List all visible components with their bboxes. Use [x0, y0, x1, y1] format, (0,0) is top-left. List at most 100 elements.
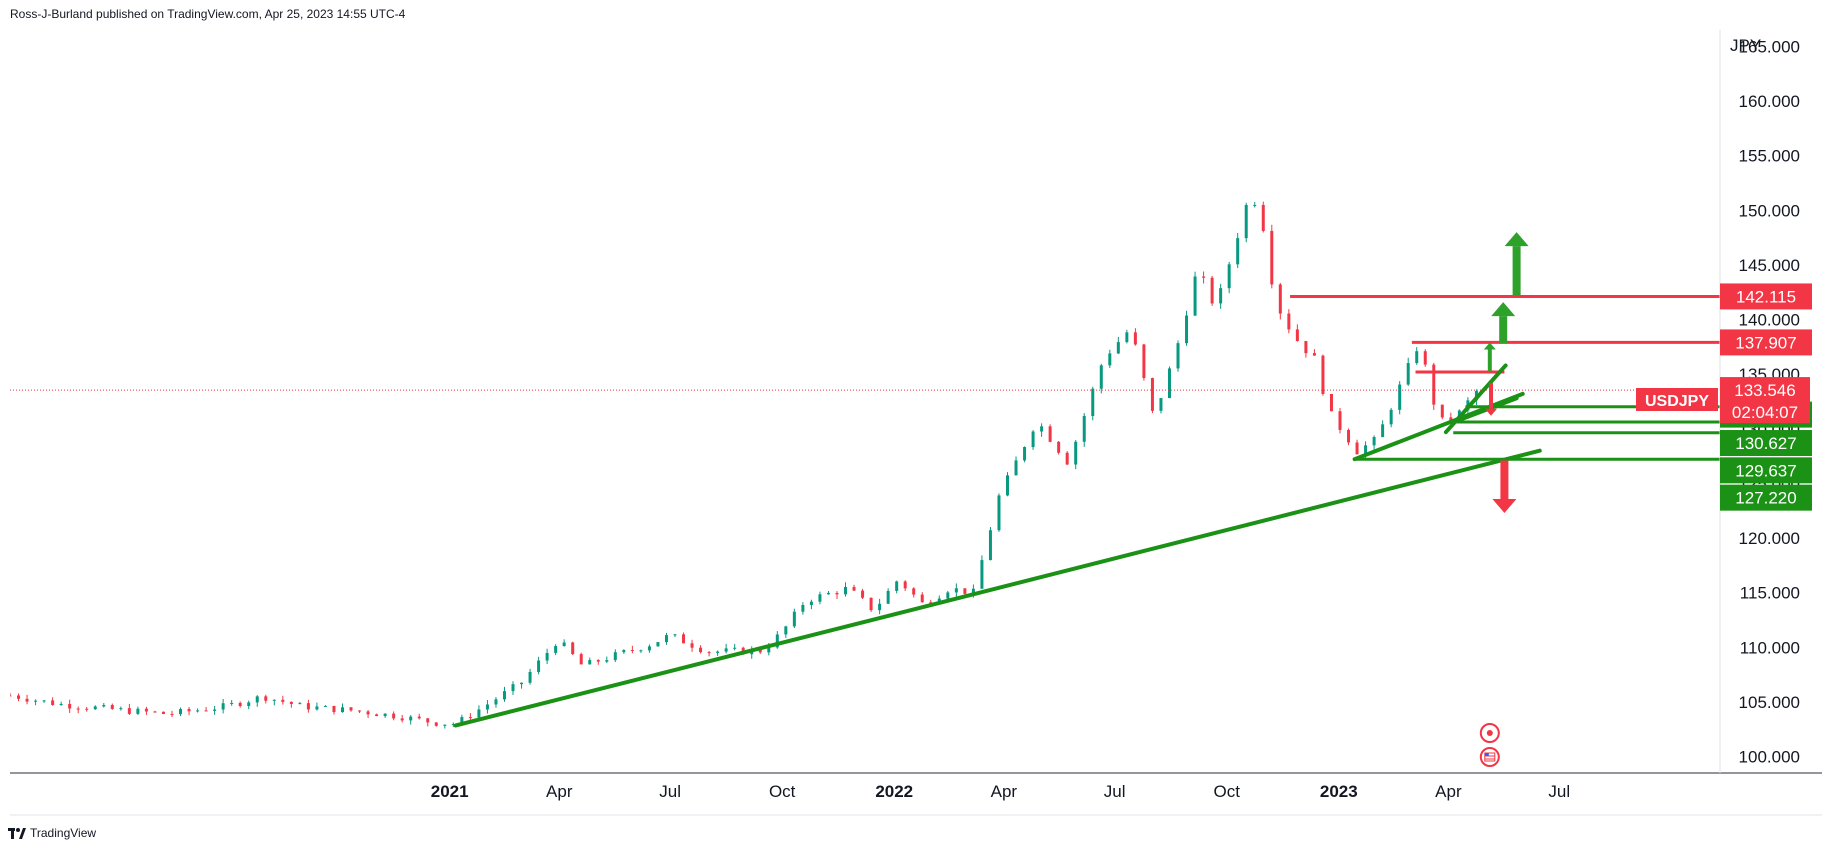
arrow-down-head	[1485, 408, 1498, 416]
candle-body	[349, 707, 353, 711]
event-markers[interactable]	[1479, 723, 1500, 767]
candle-body	[272, 699, 276, 701]
candle-body	[127, 708, 131, 714]
price-label-text: 129.637	[1735, 461, 1796, 480]
candle-body	[119, 708, 123, 710]
candle-body	[306, 703, 310, 710]
current-price-value: 133.546	[1734, 381, 1795, 400]
candle-body	[1142, 344, 1146, 379]
candle-body	[375, 714, 379, 717]
candle-body	[920, 594, 924, 603]
candle-body	[281, 699, 285, 702]
candle-body	[468, 717, 472, 719]
candle-body	[1133, 332, 1137, 345]
candle-body	[434, 722, 438, 726]
candle-body	[912, 588, 916, 595]
candle-body	[179, 709, 183, 715]
candle-body	[1219, 288, 1223, 304]
candle-body	[579, 654, 583, 665]
candle-body	[443, 724, 447, 726]
currency-label: JPY	[1730, 36, 1761, 55]
arrow-up-head	[1491, 302, 1516, 317]
candle-body	[255, 696, 259, 703]
price-tick-label: 160.000	[1739, 92, 1800, 111]
candle-body	[673, 634, 677, 636]
candle-body	[656, 642, 660, 647]
time-tick-label: 2021	[431, 782, 469, 801]
candle-body	[758, 649, 762, 653]
candle-body	[102, 705, 106, 707]
candle-body	[85, 708, 89, 710]
time-tick-label: Apr	[1435, 782, 1462, 801]
candle-body	[1381, 424, 1385, 438]
price-tick-label: 145.000	[1739, 256, 1800, 275]
candle-body	[341, 707, 344, 713]
candle-body	[946, 592, 950, 599]
time-tick-label: Jul	[1104, 782, 1126, 801]
candle-body	[878, 603, 882, 611]
candle-body	[613, 652, 617, 661]
candle-body	[895, 581, 899, 591]
candle-body	[1364, 445, 1368, 455]
candle-body	[1227, 264, 1231, 289]
price-label-text: 130.627	[1735, 434, 1796, 453]
candle-body	[562, 642, 566, 646]
candle-body	[51, 700, 55, 706]
candle-body	[980, 560, 984, 589]
candle-body	[315, 706, 319, 710]
candle-body	[1125, 332, 1129, 343]
candle-body	[1415, 351, 1419, 364]
candle-body	[1372, 437, 1376, 446]
candle-body	[332, 705, 336, 713]
candle-body	[647, 646, 651, 651]
candle-body	[34, 700, 38, 702]
symbol-tag[interactable]: USDJPY	[1636, 388, 1718, 411]
price-tick-label: 165.000	[1739, 37, 1800, 56]
candle-body	[1312, 353, 1316, 356]
candle-body	[17, 695, 21, 699]
economic-event-icon[interactable]	[1479, 723, 1500, 743]
candle-body	[1449, 417, 1453, 422]
candle-body	[784, 626, 788, 635]
candle-body	[187, 709, 191, 712]
candle-body	[1244, 205, 1248, 239]
candle-body	[1099, 365, 1103, 389]
current-price-tag: 133.546 02:04:07	[1720, 377, 1810, 424]
candle-body	[954, 588, 958, 593]
price-label-box	[1720, 457, 1812, 484]
candle-body	[59, 703, 63, 706]
candle-body	[861, 590, 865, 598]
candle-body	[230, 702, 234, 704]
price-label-box	[1720, 430, 1812, 457]
candle-body	[451, 724, 455, 726]
candle-body	[545, 652, 549, 661]
candle-body	[1398, 384, 1402, 410]
candle-body	[801, 605, 805, 612]
candle-body	[204, 710, 208, 712]
candle-body	[136, 708, 140, 714]
footer-brand[interactable]: TradingView	[8, 826, 96, 840]
time-tick-label: 2022	[875, 782, 913, 801]
candle-body	[1159, 398, 1163, 411]
candle-body	[1006, 475, 1009, 496]
candle-body	[1432, 364, 1436, 405]
candle-body	[1423, 351, 1427, 365]
price-tick-label: 150.000	[1739, 201, 1800, 220]
candle-body	[1150, 378, 1154, 411]
candle-body	[1321, 355, 1325, 394]
candle-body	[844, 586, 848, 595]
arrow-up-head	[1504, 232, 1529, 247]
publisher-line: Ross-J-Burland published on TradingView.…	[10, 7, 406, 21]
candle-body	[358, 710, 362, 712]
candle-body	[1440, 404, 1444, 418]
us-flag-event-icon[interactable]	[1479, 747, 1500, 767]
candle-body	[1210, 277, 1214, 304]
candle-body	[196, 710, 200, 712]
candle-body	[767, 647, 771, 653]
candle-body	[247, 702, 251, 707]
candle-body	[1091, 388, 1095, 417]
candle-body	[110, 705, 114, 710]
candle-body	[1389, 409, 1393, 425]
candle-body	[1031, 431, 1035, 448]
